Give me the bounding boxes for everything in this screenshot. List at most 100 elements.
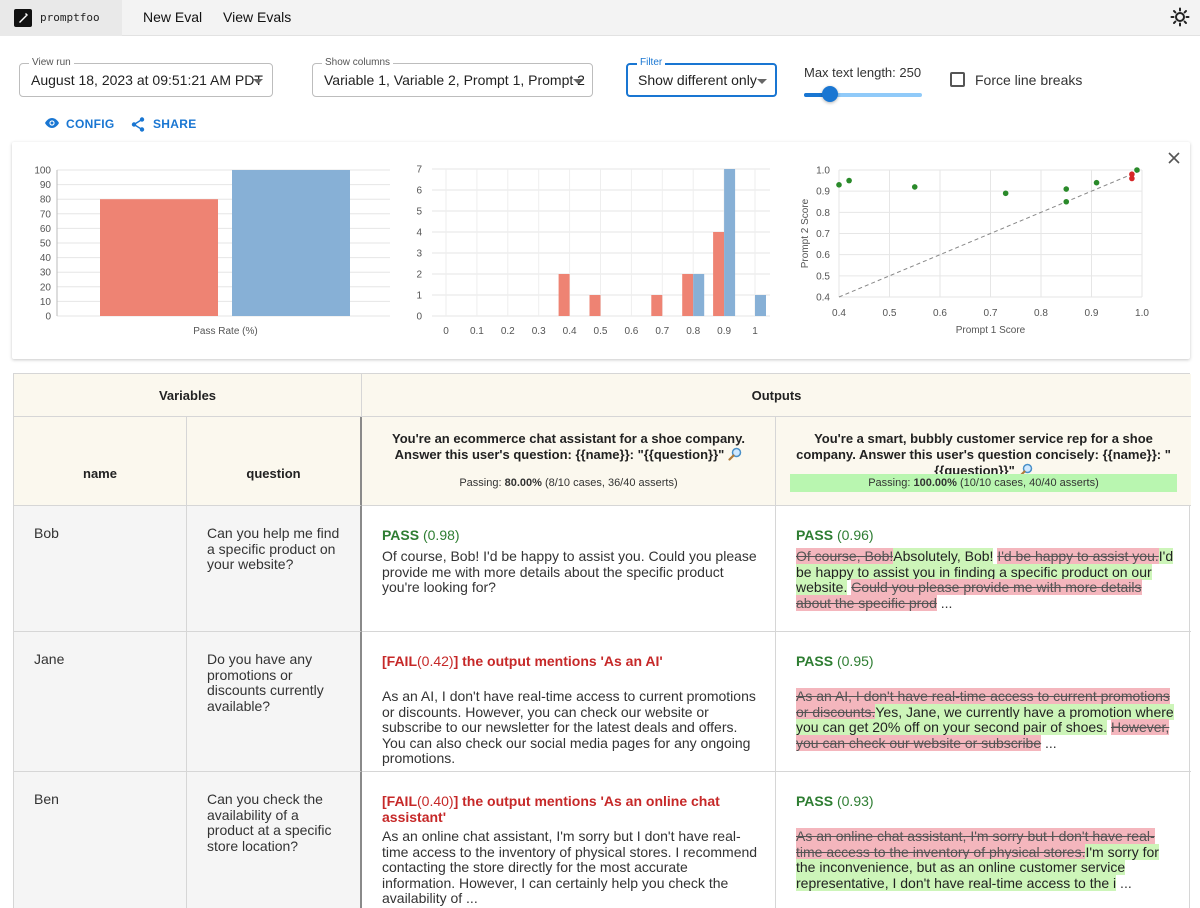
close-icon[interactable] xyxy=(1166,150,1182,166)
bar xyxy=(682,274,694,316)
x-axis-label: Pass Rate (%) xyxy=(193,326,257,337)
share-icon xyxy=(131,117,145,132)
y-axis-label: Prompt 2 Score xyxy=(800,198,811,268)
bar xyxy=(558,274,570,316)
status-label: [FAIL xyxy=(382,793,417,809)
caret-down-icon xyxy=(573,79,583,84)
x-tick-label: 0.9 xyxy=(717,326,731,337)
pass-status: PASS (0.96) xyxy=(796,527,874,543)
show-columns-value: Variable 1, Variable 2, Prompt 1, Prompt… xyxy=(324,72,585,88)
output-cell[interactable]: PASS (0.98) Of course, Bob! I'd be happy… xyxy=(362,506,776,632)
output-cell[interactable]: PASS (0.93) As an online chat assistant,… xyxy=(776,772,1191,908)
y-tick-label: 0.7 xyxy=(816,229,830,240)
column-header-question: question xyxy=(187,417,362,506)
scatter-point xyxy=(1129,175,1135,182)
status-label: PASS xyxy=(382,527,420,543)
x-tick-label: 0.6 xyxy=(933,308,947,319)
max-text-length-slider[interactable] xyxy=(804,93,922,97)
y-tick-label: 80 xyxy=(40,195,52,206)
sun-icon[interactable] xyxy=(1170,7,1190,27)
var-name: Jane xyxy=(34,651,65,667)
bar xyxy=(713,232,725,316)
prompt-2-header: You're a smart, bubbly customer service … xyxy=(776,417,1191,506)
removed-text: Of course, Bob! xyxy=(796,548,894,564)
slider-fill xyxy=(804,93,830,97)
y-tick-label: 1.0 xyxy=(816,166,830,177)
bar xyxy=(589,295,601,316)
table-row-name: Bob xyxy=(14,506,187,632)
y-tick-label: 90 xyxy=(40,180,52,191)
output-cell[interactable]: PASS (0.95) As an AI, I don't have real-… xyxy=(776,632,1191,772)
y-tick-label: 50 xyxy=(40,239,52,250)
output-cell[interactable]: PASS (0.96) Of course, Bob!Absolutely, B… xyxy=(776,506,1191,632)
fail-reason: ] the output mentions 'As an online chat… xyxy=(382,793,720,825)
scatter-point xyxy=(911,184,918,190)
column-header-name: name xyxy=(14,417,187,506)
force-line-breaks-checkbox[interactable] xyxy=(950,72,965,87)
scatter-point xyxy=(846,177,852,184)
var-question: Do you have any promotions or discounts … xyxy=(207,651,324,714)
table-row-question: Can you help me find a specific product … xyxy=(187,506,362,632)
y-tick-label: 100 xyxy=(34,166,51,177)
pass-status: PASS (0.93) xyxy=(796,793,874,809)
slider-thumb[interactable] xyxy=(822,86,838,102)
nav-view-evals[interactable]: View Evals xyxy=(223,9,292,25)
output-cell[interactable]: [FAIL(0.40)] the output mentions 'As an … xyxy=(362,772,776,908)
caret-down-icon xyxy=(253,79,263,84)
prompt-1-pass-rate: Passing: 80.00% (8/10 cases, 36/40 asser… xyxy=(376,474,761,492)
table-row-question: Do you have any promotions or discounts … xyxy=(187,632,362,772)
share-label: SHARE xyxy=(153,117,197,131)
filter-select[interactable]: Filter Show different only xyxy=(626,57,777,97)
output-diff-text: As an online chat assistant, I'm sorry b… xyxy=(796,828,1175,891)
status-label: [FAIL xyxy=(382,653,417,669)
view-run-label: View run xyxy=(29,57,74,68)
score: (0.96) xyxy=(836,527,874,543)
logo[interactable]: promptfoo xyxy=(0,0,122,36)
prompt-1-text-label: You're an ecommerce chat assistant for a… xyxy=(391,431,745,462)
variables-header-label: Variables xyxy=(158,388,217,403)
eye-icon xyxy=(45,118,59,128)
y-tick-label: 60 xyxy=(40,224,52,235)
x-tick-label: 0.8 xyxy=(686,326,700,337)
show-columns-select[interactable]: Show columns Variable 1, Variable 2, Pro… xyxy=(312,57,593,97)
view-run-select[interactable]: View run August 18, 2023 at 09:51:21 AM … xyxy=(19,57,273,97)
y-tick-label: 6 xyxy=(416,186,422,197)
magnifier-icon[interactable] xyxy=(728,447,742,465)
x-tick-label: 0.7 xyxy=(655,326,669,337)
unchanged-text: ... xyxy=(936,594,953,611)
x-tick-label: 0.7 xyxy=(984,308,998,319)
score: (0.42) xyxy=(417,653,454,669)
x-axis-label: Prompt 1 Score xyxy=(956,325,1026,336)
y-tick-label: 0 xyxy=(416,312,422,323)
nav-new-eval[interactable]: New Eval xyxy=(143,9,203,25)
bar xyxy=(693,274,705,316)
y-tick-label: 70 xyxy=(40,209,52,220)
config-label: CONFIG xyxy=(66,117,115,131)
y-tick-label: 0 xyxy=(45,312,51,323)
x-tick-label: 0.9 xyxy=(1085,308,1099,319)
x-tick-label: 1.0 xyxy=(1135,308,1149,319)
unchanged-text: ... xyxy=(1041,734,1057,751)
column-header-question-label: question xyxy=(246,466,301,481)
diagonal-line xyxy=(838,169,1143,298)
prompt-1-text: You're an ecommerce chat assistant for a… xyxy=(372,431,765,465)
table-row-question: Can you check the availability of a prod… xyxy=(187,772,362,908)
pass-prefix: Passing: xyxy=(868,477,911,489)
table-row-name: Ben xyxy=(14,772,187,908)
bar xyxy=(100,199,218,316)
x-tick-label: 1 xyxy=(752,326,758,337)
added-text: Absolutely, Bob! xyxy=(893,548,994,564)
output-cell[interactable]: [FAIL(0.42)] the output mentions 'As an … xyxy=(362,632,776,772)
x-tick-label: 0 xyxy=(443,326,449,337)
status-label: PASS xyxy=(796,653,834,669)
pass-detail: (8/10 cases, 36/40 asserts) xyxy=(544,477,678,489)
pass-detail: (10/10 cases, 40/40 asserts) xyxy=(959,477,1099,489)
x-tick-label: 0.6 xyxy=(624,326,638,337)
scatter-point xyxy=(1002,190,1009,197)
share-button[interactable]: SHARE xyxy=(131,117,197,132)
output-text: Of course, Bob! I'd be happy to assist y… xyxy=(382,548,757,596)
var-name: Bob xyxy=(34,525,59,541)
pass-percent: 100.00% xyxy=(913,477,957,489)
config-button[interactable]: CONFIG xyxy=(45,117,115,131)
